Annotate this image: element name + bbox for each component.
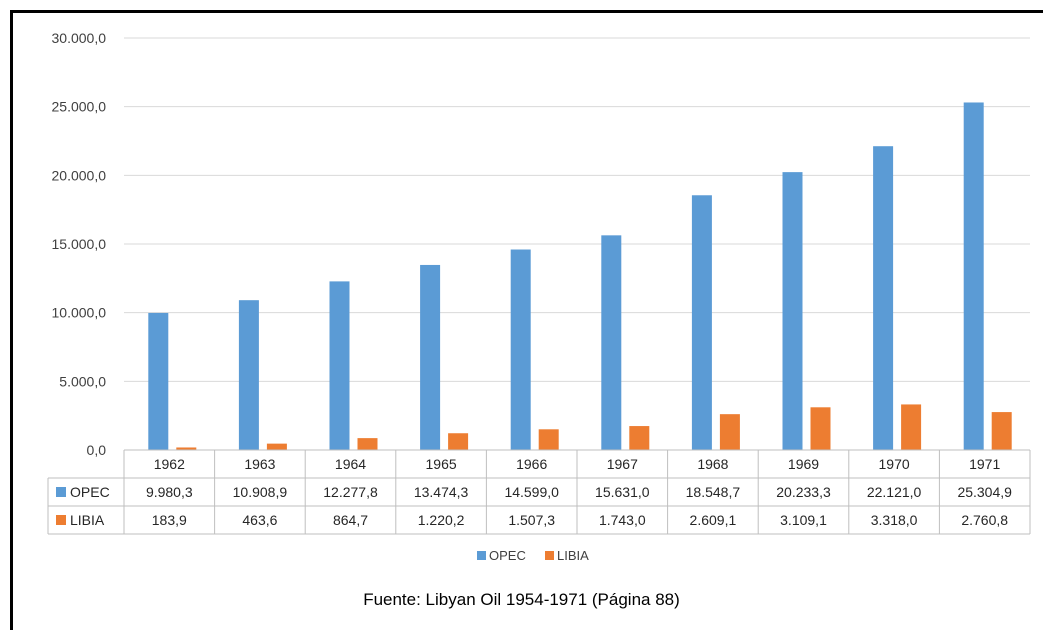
data-label: 463,6 <box>242 512 277 528</box>
source-caption: Fuente: Libyan Oil 1954-1971 (Página 88) <box>363 590 680 609</box>
data-label: 9.980,3 <box>146 484 193 500</box>
y-tick-label: 0,0 <box>87 442 107 458</box>
category-label: 1962 <box>154 456 185 472</box>
data-label: 22.121,0 <box>867 484 922 500</box>
data-label: 10.908,9 <box>233 484 288 500</box>
y-tick-label: 15.000,0 <box>52 236 107 252</box>
bar-opec-1964 <box>329 281 350 450</box>
y-tick-label: 25.000,0 <box>52 99 107 115</box>
category-label: 1966 <box>516 456 547 472</box>
data-label: 14.599,0 <box>504 484 559 500</box>
bar-libia-1967 <box>629 426 650 450</box>
bar-libia-1965 <box>448 433 469 450</box>
data-label: 864,7 <box>333 512 368 528</box>
data-label: 183,9 <box>152 512 187 528</box>
legend-swatch-libia <box>545 551 554 560</box>
row-label-libia: LIBIA <box>70 512 105 528</box>
bar-opec-1965 <box>420 264 441 450</box>
data-label: 1.220,2 <box>418 512 465 528</box>
bar-opec-1969 <box>782 172 803 451</box>
y-tick-label: 5.000,0 <box>59 373 106 389</box>
category-label: 1963 <box>244 456 275 472</box>
chart-svg: 0,0 5.000,0 10.000,0 15.000,0 20.000,0 25.000… <box>47 30 1031 563</box>
legend-label-libia: LIBIA <box>557 548 589 563</box>
data-label: 12.277,8 <box>323 484 378 500</box>
bar-libia-1962 <box>176 447 197 450</box>
bar-libia-1964 <box>357 438 378 450</box>
category-label: 1970 <box>879 456 910 472</box>
bar-opec-1966 <box>510 249 531 450</box>
bar-libia-1969 <box>810 407 831 450</box>
y-tick-label: 20.000,0 <box>52 167 107 183</box>
category-label: 1971 <box>969 456 1000 472</box>
bar-opec-1967 <box>601 235 622 450</box>
legend-label-opec: OPEC <box>489 548 526 563</box>
y-tick-label: 30.000,0 <box>52 30 107 46</box>
bar-libia-1971 <box>991 412 1012 450</box>
data-label: 3.318,0 <box>871 512 918 528</box>
data-label: 20.233,3 <box>776 484 831 500</box>
bar-opec-1962 <box>148 312 169 450</box>
category-label: 1967 <box>607 456 638 472</box>
data-label: 18.548,7 <box>686 484 741 500</box>
data-label: 1.743,0 <box>599 512 646 528</box>
bar-libia-1968 <box>719 414 740 450</box>
bar-libia-1970 <box>901 404 922 450</box>
data-label: 25.304,9 <box>957 484 1012 500</box>
legend-swatch-opec <box>477 551 486 560</box>
data-label: 3.109,1 <box>780 512 827 528</box>
bar-opec-1968 <box>691 195 712 450</box>
category-label: 1969 <box>788 456 819 472</box>
row-key-opec <box>56 487 66 497</box>
bar-opec-1970 <box>873 146 894 450</box>
category-label: 1964 <box>335 456 366 472</box>
y-tick-label: 10.000,0 <box>52 305 107 321</box>
category-label: 1965 <box>426 456 457 472</box>
data-label: 2.760,8 <box>961 512 1008 528</box>
data-label: 2.609,1 <box>690 512 737 528</box>
bar-opec-1963 <box>238 300 259 450</box>
row-label-opec: OPEC <box>70 484 110 500</box>
data-label: 1.507,3 <box>508 512 555 528</box>
data-label: 15.631,0 <box>595 484 650 500</box>
row-key-libia <box>56 515 66 525</box>
category-label: 1968 <box>697 456 728 472</box>
data-label: 13.474,3 <box>414 484 469 500</box>
bar-libia-1963 <box>266 443 287 450</box>
chart-frame <box>10 10 1043 630</box>
bar-libia-1966 <box>538 429 559 450</box>
bar-opec-1971 <box>963 102 984 450</box>
